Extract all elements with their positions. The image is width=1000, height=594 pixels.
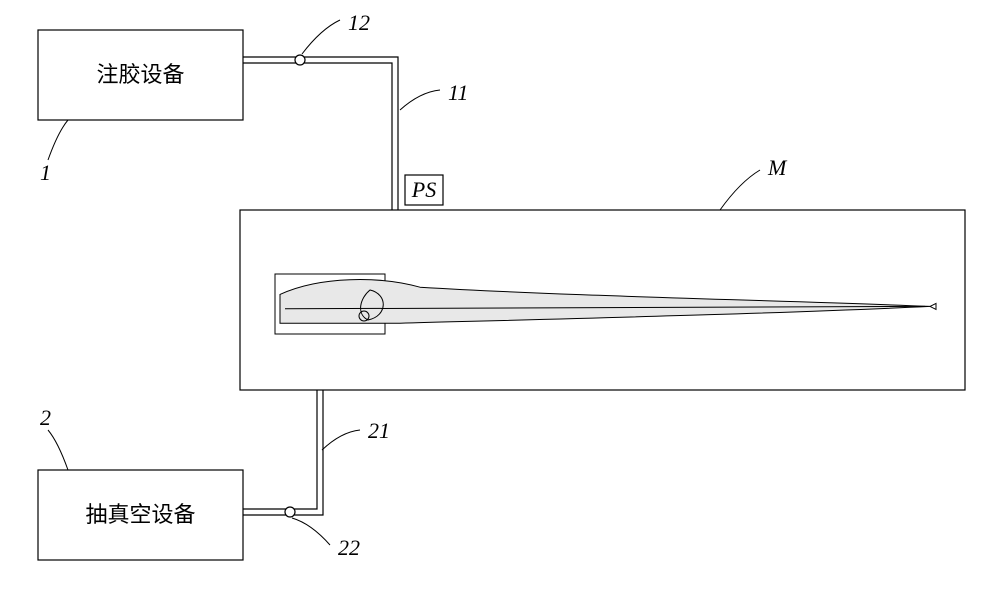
pipe-top-inner [243,63,392,210]
callout-cM: M [767,155,788,180]
leader-c1 [48,120,68,160]
valve-top [295,55,305,65]
callout-c1: 1 [40,160,51,185]
ps-label: PS [411,177,436,202]
pipe-top-outer [243,57,398,210]
callout-c22: 22 [338,535,360,560]
leader-cM [720,170,760,210]
leader-c22 [292,518,330,545]
callout-c21: 21 [368,418,390,443]
callout-c12: 12 [348,10,370,35]
leader-c11 [400,90,440,110]
pipe-bottom-outer [243,390,323,515]
blade-tip [930,303,936,309]
valve-bottom [285,507,295,517]
leader-c2 [48,430,68,470]
vacuum-label: 抽真空设备 [85,502,195,527]
callout-c2: 2 [40,405,51,430]
leader-c12 [302,20,340,54]
leader-c21 [322,430,360,450]
pipe-bottom-inner [243,390,317,509]
callout-c11: 11 [448,80,468,105]
blade-outline [280,280,930,324]
injector-label: 注胶设备 [96,62,184,87]
